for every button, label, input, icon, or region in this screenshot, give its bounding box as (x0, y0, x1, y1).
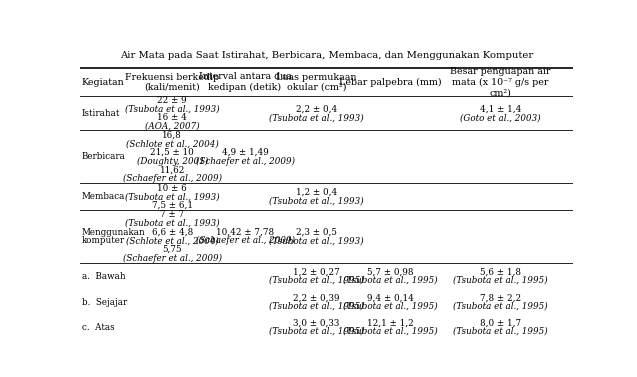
Text: Berbicara: Berbicara (82, 152, 125, 161)
Text: 16,8: 16,8 (162, 131, 182, 140)
Text: 7,8 ± 2,2: 7,8 ± 2,2 (480, 293, 521, 302)
Text: 21,5 ± 10: 21,5 ± 10 (150, 148, 194, 157)
Text: c.  Atas: c. Atas (82, 322, 114, 331)
Text: (Tsubota et al., 1995): (Tsubota et al., 1995) (453, 276, 548, 285)
Text: a.  Bawah: a. Bawah (82, 272, 125, 281)
Text: (Tsubota et al., 1995): (Tsubota et al., 1995) (269, 302, 364, 311)
Text: 3,0 ± 0,33: 3,0 ± 0,33 (294, 318, 340, 327)
Text: (Doughty, 2001): (Doughty, 2001) (136, 157, 208, 166)
Text: 10 ± 6: 10 ± 6 (157, 184, 187, 193)
Text: 4,1 ± 1,4: 4,1 ± 1,4 (480, 104, 521, 113)
Text: (Tsubota et al., 1995): (Tsubota et al., 1995) (343, 276, 438, 285)
Text: (Tsubota et al., 1993): (Tsubota et al., 1993) (269, 236, 364, 245)
Text: (Schaefer et al., 2009): (Schaefer et al., 2009) (123, 253, 222, 263)
Text: 11,62: 11,62 (159, 166, 185, 174)
Text: (Tsubota et al., 1993): (Tsubota et al., 1993) (125, 104, 220, 113)
Text: b.  Sejajar: b. Sejajar (82, 297, 127, 307)
Text: Air Mata pada Saat Istirahat, Berbicara, Membaca, dan Menggunakan Komputer: Air Mata pada Saat Istirahat, Berbicara,… (120, 51, 533, 60)
Text: 1,2 ± 0,27: 1,2 ± 0,27 (293, 267, 340, 276)
Text: 12,1 ± 1,2: 12,1 ± 1,2 (368, 318, 414, 327)
Text: (Schaefer et al., 2009): (Schaefer et al., 2009) (196, 236, 294, 245)
Text: Membaca: Membaca (82, 192, 125, 201)
Text: 5,75: 5,75 (162, 245, 182, 254)
Text: 2,3 ± 0,5: 2,3 ± 0,5 (296, 228, 337, 237)
Text: (Schlote et al., 2004): (Schlote et al., 2004) (126, 139, 218, 149)
Text: (Goto et al., 2003): (Goto et al., 2003) (460, 113, 541, 122)
Text: komputer: komputer (82, 236, 125, 245)
Text: (Tsubota et al., 1993): (Tsubota et al., 1993) (125, 219, 220, 228)
Text: (Tsubota et al., 1993): (Tsubota et al., 1993) (269, 113, 364, 122)
Text: 22 ± 9: 22 ± 9 (157, 96, 187, 105)
Text: (Tsubota et al., 1995): (Tsubota et al., 1995) (269, 327, 364, 336)
Text: Menggunakan: Menggunakan (82, 228, 145, 237)
Text: (Tsubota et al., 1993): (Tsubota et al., 1993) (125, 192, 220, 201)
Text: 7,5 ± 6,1: 7,5 ± 6,1 (152, 201, 192, 210)
Text: Luas permukaan
okular (cm²): Luas permukaan okular (cm²) (276, 72, 357, 92)
Text: 10,42 ± 7,78: 10,42 ± 7,78 (216, 228, 274, 237)
Text: Frekuensi berkedip
(kali/menit): Frekuensi berkedip (kali/menit) (125, 72, 219, 92)
Text: 9,4 ± 0,14: 9,4 ± 0,14 (367, 293, 414, 302)
Text: (Tsubota et al., 1993): (Tsubota et al., 1993) (269, 196, 364, 205)
Text: Istirahat: Istirahat (82, 109, 120, 118)
Text: 5,7 ± 0,98: 5,7 ± 0,98 (368, 267, 414, 276)
Text: 2,2 ± 0,4: 2,2 ± 0,4 (296, 104, 337, 113)
Text: Lebar palpebra (mm): Lebar palpebra (mm) (340, 78, 442, 87)
Text: 6,6 ± 4,8: 6,6 ± 4,8 (152, 228, 193, 237)
Text: (Schaefer et al., 2009): (Schaefer et al., 2009) (123, 174, 222, 183)
Text: 4,9 ± 1,49: 4,9 ± 1,49 (222, 148, 268, 157)
Text: (Tsubota et al., 1995): (Tsubota et al., 1995) (453, 327, 548, 336)
Text: 7 ± 7: 7 ± 7 (160, 210, 184, 219)
Text: Besar penguapan air
mata (x 10⁻⁷ g/s per
cm²): Besar penguapan air mata (x 10⁻⁷ g/s per… (450, 67, 550, 97)
Text: 8,0 ± 1,7: 8,0 ± 1,7 (480, 318, 521, 327)
Text: (Tsubota et al., 1995): (Tsubota et al., 1995) (343, 327, 438, 336)
Text: 5,6 ± 1,8: 5,6 ± 1,8 (480, 267, 521, 276)
Text: (Tsubota et al., 1995): (Tsubota et al., 1995) (269, 276, 364, 285)
Text: Kegiatan: Kegiatan (82, 78, 124, 87)
Text: 2,2 ± 0,39: 2,2 ± 0,39 (294, 293, 340, 302)
Text: (Tsubota et al., 1995): (Tsubota et al., 1995) (453, 302, 548, 311)
Text: (Schaefer et al., 2009): (Schaefer et al., 2009) (196, 157, 294, 166)
Text: (AOA, 2007): (AOA, 2007) (145, 122, 199, 131)
Text: 1,2 ± 0,4: 1,2 ± 0,4 (296, 188, 337, 197)
Text: (Tsubota et al., 1995): (Tsubota et al., 1995) (343, 302, 438, 311)
Text: Interval antara dua
kedipan (detik): Interval antara dua kedipan (detik) (199, 72, 292, 92)
Text: (Schlote et al., 2004): (Schlote et al., 2004) (126, 236, 218, 245)
Text: 16 ± 4: 16 ± 4 (157, 113, 187, 122)
